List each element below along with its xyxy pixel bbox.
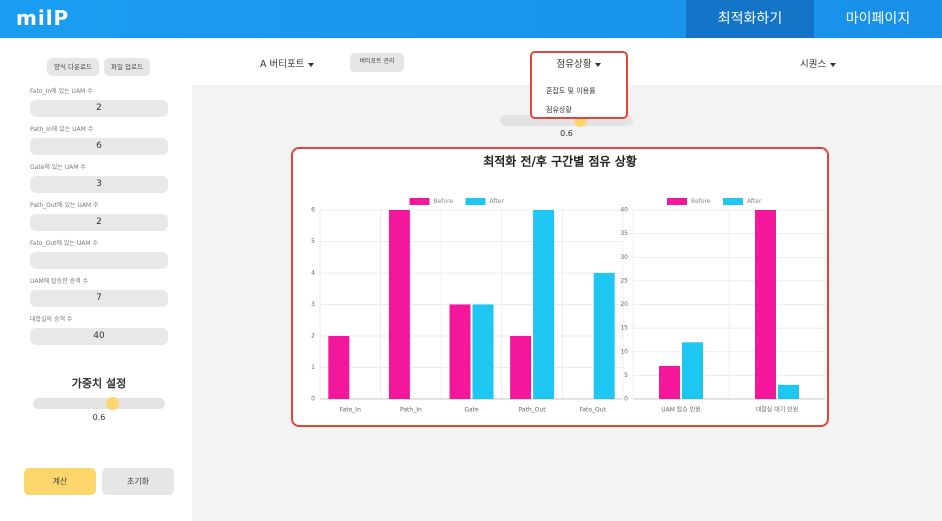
field-label: UAM에 탑승한 승객 수 — [30, 278, 89, 285]
x-tick-label: UAM 탑승 인원 — [661, 406, 701, 414]
bar — [755, 210, 776, 399]
nav-item[interactable]: 최적화하기 — [686, 0, 814, 38]
field-label: Path_In에 있는 UAM 수 — [30, 126, 94, 133]
x-tick-label: Gate — [464, 407, 479, 414]
x-tick-label: Fato_Out — [579, 407, 606, 414]
bar — [682, 342, 703, 399]
bar — [533, 210, 555, 399]
y-tick-label: 25 — [620, 277, 628, 284]
bar — [472, 304, 494, 399]
legend-label: Before — [691, 198, 711, 205]
y-tick-label: 0 — [311, 396, 315, 403]
input-box[interactable]: 2 — [30, 214, 168, 231]
bar — [388, 210, 410, 399]
y-tick-label: 20 — [620, 301, 628, 308]
dropdown[interactable]: 점유상황 — [532, 56, 626, 70]
legend-label: After — [490, 198, 505, 205]
input-box[interactable]: 2 — [30, 100, 168, 117]
legend-swatch — [465, 198, 486, 205]
input-box[interactable]: 40 — [30, 328, 168, 345]
bar — [778, 384, 799, 399]
bar — [593, 273, 615, 399]
x-tick-label: Fato_In — [340, 407, 361, 414]
x-tick-label: 대합실 대기 인원 — [756, 406, 798, 414]
field-label: Fato_In에 있는 UAM 수 — [30, 88, 93, 95]
slider-value: 0.6 — [560, 129, 573, 138]
dropdown[interactable]: A 버티포트 — [260, 56, 314, 70]
y-tick-label: 2 — [311, 333, 315, 340]
charts: 최적화 전/후 구간별 점유 상황 0 1 2 3 4 5 6 Before After Fato… — [311, 154, 826, 414]
bar — [328, 336, 350, 399]
y-tick-label: 0 — [624, 396, 628, 403]
y-tick-label: 40 — [620, 207, 628, 214]
y-tick-label: 35 — [620, 230, 628, 237]
y-tick-label: 6 — [311, 207, 315, 214]
chart-panel: 최적화 전/후 구간별 점유 상황 0 1 2 3 4 5 6 Before After Fato… — [291, 147, 829, 427]
input-box[interactable]: 7 — [30, 290, 168, 307]
x-tick-label: Path_Out — [519, 407, 547, 414]
y-tick-label: 5 — [624, 372, 628, 379]
legend-label: After — [747, 198, 762, 205]
y-tick-label: 15 — [620, 325, 628, 332]
button[interactable]: 버티포트 관리 — [350, 53, 404, 72]
field-label: Path_Out에 있는 UAM 수 — [30, 202, 99, 209]
y-tick-label: 1 — [311, 364, 315, 371]
legend-swatch — [723, 198, 743, 205]
menu-option[interactable]: 점유상황 — [546, 106, 572, 114]
panel-title: 최적화 전/후 구간별 점유 상황 — [483, 154, 637, 169]
slider-thumb[interactable] — [106, 397, 120, 410]
dropdown-menu: 점유상황 혼잡도 및 이용률 점유상황 — [530, 51, 628, 119]
x-tick-label: Path_In — [400, 407, 422, 414]
logo[interactable]: milP — [16, 6, 70, 30]
slider[interactable] — [33, 397, 165, 410]
input-box[interactable] — [30, 252, 168, 269]
field-label: Fato_Out에 있는 UAM 수 — [30, 240, 98, 247]
bar — [510, 336, 532, 399]
field-label: Gate에 있는 UAM 수 — [30, 164, 86, 171]
input-box[interactable]: 3 — [30, 176, 168, 193]
dropdown[interactable]: 시퀀스 — [800, 56, 836, 70]
y-tick-label: 3 — [311, 301, 315, 308]
bar — [449, 304, 471, 399]
y-tick-label: 30 — [620, 254, 628, 261]
button[interactable]: 파일 업로드 — [104, 58, 150, 76]
button[interactable]: 초기화 — [102, 468, 174, 495]
bar — [659, 365, 680, 399]
nav-item[interactable]: 마이페이지 — [845, 11, 911, 27]
weight-title: 가중치 설정 — [71, 377, 127, 390]
button[interactable]: 양식 다운로드 — [47, 58, 99, 76]
menu-option[interactable]: 혼잡도 및 이용률 — [546, 87, 596, 95]
field-label: 대합실의 승객 수 — [30, 316, 73, 323]
button[interactable]: 계산 — [24, 468, 96, 495]
legend-swatch — [409, 198, 430, 205]
legend-label: Before — [434, 198, 454, 205]
y-tick-label: 4 — [311, 270, 315, 277]
legend-swatch — [667, 198, 687, 205]
y-tick-label: 10 — [620, 348, 628, 355]
input-box[interactable]: 6 — [30, 138, 168, 155]
slider-value: 0.6 — [92, 413, 106, 422]
y-tick-label: 5 — [311, 238, 315, 245]
